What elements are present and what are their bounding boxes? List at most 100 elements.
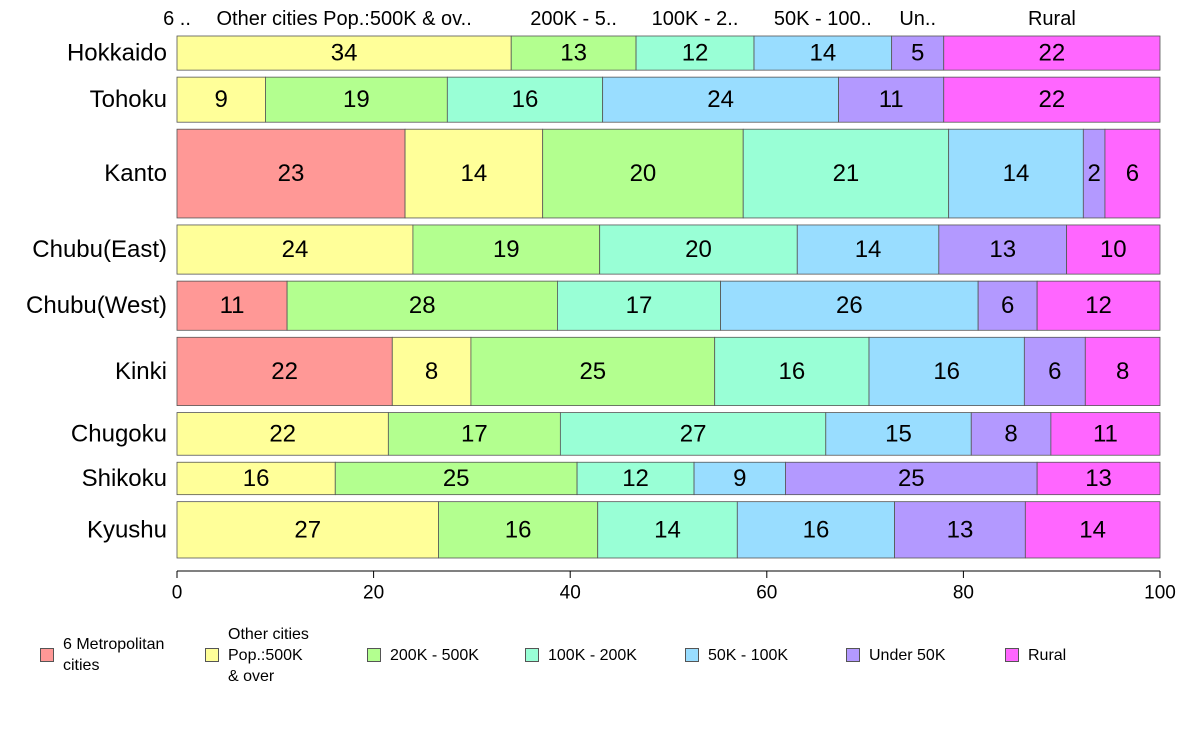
category-label-kyushu: Kyushu [87, 516, 167, 543]
x-tick-label: 80 [953, 583, 974, 601]
series-top-label-rural: Rural [1028, 8, 1076, 30]
category-label-kinki: Kinki [115, 358, 167, 385]
bar-kyushu-other-cities-pop-500k-over [176, 501, 439, 559]
bar-chubu-west-rural [1036, 280, 1161, 331]
legend-label: Under 50K [869, 646, 946, 664]
legend-item-under-50k: Under 50K [846, 620, 946, 690]
series-top-label-100k-200k: 100K - 2.. [652, 8, 739, 30]
series-top-labels: 6 .. Other cities Pop.:500K & ov.. 200K - … [163, 8, 1076, 30]
legend-swatch [367, 648, 381, 662]
bar-hokkaido-200k-500k [510, 35, 637, 71]
bar-kinki-6-metropolitan-cities [176, 336, 393, 406]
bar-chubu-east-200k-500k [412, 224, 601, 275]
legend-item-50k-100k: 50K - 100K [685, 620, 788, 690]
bar-value-label: 28 [409, 292, 436, 319]
bar-shikoku-100k-200k [576, 461, 695, 496]
bar-value-label: 8 [1116, 358, 1129, 385]
bar-value-label: 14 [809, 40, 836, 67]
bar-value-label: 22 [1039, 86, 1066, 113]
bar-value-label: 25 [898, 465, 925, 492]
series-top-label-other-cities-pop-500k-over: Other cities Pop.:500K & ov.. [216, 8, 471, 30]
bar-tohoku-rural [943, 76, 1161, 123]
category-label-chubu-east: Chubu(East) [32, 236, 167, 263]
x-tick-label: 0 [172, 583, 183, 601]
category-label-shikoku: Shikoku [82, 465, 167, 492]
bar-value-label: 16 [779, 358, 806, 385]
bar-value-label: 5 [911, 40, 924, 67]
legend-label: Other cities Pop.:500K & over [228, 625, 309, 685]
bar-value-label: 16 [243, 465, 270, 492]
category-label-hokkaido: Hokkaido [67, 40, 167, 67]
bar-chubu-east-100k-200k [599, 224, 798, 275]
bar-value-label: 17 [626, 292, 653, 319]
bar-kyushu-under-50k [894, 501, 1026, 559]
bar-kyushu-rural [1024, 501, 1161, 559]
bar-value-label: 24 [707, 86, 734, 113]
bar-kanto-50k-100k [948, 128, 1084, 219]
bar-value-label: 6 [1126, 160, 1139, 187]
bar-value-label: 6 [1048, 358, 1061, 385]
bar-hokkaido-under-50k [891, 35, 945, 71]
bar-chubu-east-under-50k [938, 224, 1068, 275]
bar-kyushu-200k-500k [438, 501, 599, 559]
bar-kinki-100k-200k [714, 336, 870, 406]
x-tick-label: 100 [1144, 583, 1176, 601]
bar-value-label: 16 [512, 86, 539, 113]
bar-value-label: 21 [833, 160, 860, 187]
bar-value-label: 22 [1039, 40, 1066, 67]
bar-value-label: 16 [505, 516, 532, 543]
bar-value-label: 34 [331, 40, 358, 67]
bar-value-label: 27 [680, 420, 707, 447]
legend-swatch [685, 648, 699, 662]
x-axis: 0 20 40 60 80 100 [172, 570, 1176, 601]
bar-kanto-100k-200k [742, 128, 950, 219]
bar-kinki-50k-100k [868, 336, 1025, 406]
bar-value-label: 19 [493, 236, 520, 263]
bar-tohoku-50k-100k [602, 76, 839, 123]
bar-shikoku-50k-100k [693, 461, 786, 496]
bar-shikoku-other-cities-pop-500k-over [176, 461, 336, 496]
bar-kanto-6-metropolitan-cities [176, 128, 406, 219]
series-top-label-200k-500k: 200K - 5.. [530, 8, 617, 30]
bar-chubu-east-rural [1066, 224, 1161, 275]
bar-value-label: 16 [933, 358, 960, 385]
bar-kyushu-100k-200k [597, 501, 738, 559]
legend-swatch [525, 648, 539, 662]
bar-value-label: 11 [879, 86, 904, 113]
category-label-chugoku: Chugoku [71, 420, 167, 447]
bar-value-label: 12 [1085, 292, 1112, 319]
legend-item-500k-over: Other cities Pop.:500K & over [205, 620, 309, 690]
bar-value-label: 6 [1001, 292, 1014, 319]
bar-value-label: 14 [461, 160, 488, 187]
bar-value-label: 17 [461, 420, 488, 447]
bar-kinki-under-50k [1023, 336, 1086, 406]
bar-value-label: 16 [803, 516, 830, 543]
bar-value-label: 22 [269, 420, 296, 447]
legend-label: 50K - 100K [708, 646, 789, 664]
bar-value-label: 24 [282, 236, 309, 263]
bar-value-label: 14 [654, 516, 681, 543]
bar-value-label: 13 [947, 516, 974, 543]
bar-value-label: 9 [215, 86, 228, 113]
legend-item-100k-200k: 100K - 200K [525, 620, 637, 690]
bar-value-label: 11 [1093, 420, 1118, 447]
bar-value-label: 20 [685, 236, 712, 263]
legend-swatch [205, 648, 219, 662]
legend-item-metropolitan: 6 Metropolitan cities [40, 620, 164, 690]
bar-value-label: 12 [682, 40, 709, 67]
category-label-kanto: Kanto [104, 160, 167, 187]
bar-value-label: 8 [1004, 420, 1017, 447]
x-tick-label: 20 [363, 583, 384, 601]
bar-value-label: 26 [836, 292, 863, 319]
legend-item-rural: Rural [1005, 620, 1066, 690]
bar-chugoku-rural [1050, 412, 1161, 456]
bar-hokkaido-other-cities-pop-500k-over [176, 35, 512, 71]
bar-kyushu-50k-100k [736, 501, 895, 559]
bar-value-label: 12 [622, 465, 649, 492]
bar-value-label: 23 [278, 160, 305, 187]
bar-kanto-rural [1104, 128, 1161, 219]
bar-value-label: 9 [733, 465, 746, 492]
bar-value-label: 13 [1085, 465, 1112, 492]
bar-value-label: 2 [1087, 160, 1100, 187]
category-label-tohoku: Tohoku [90, 86, 167, 113]
